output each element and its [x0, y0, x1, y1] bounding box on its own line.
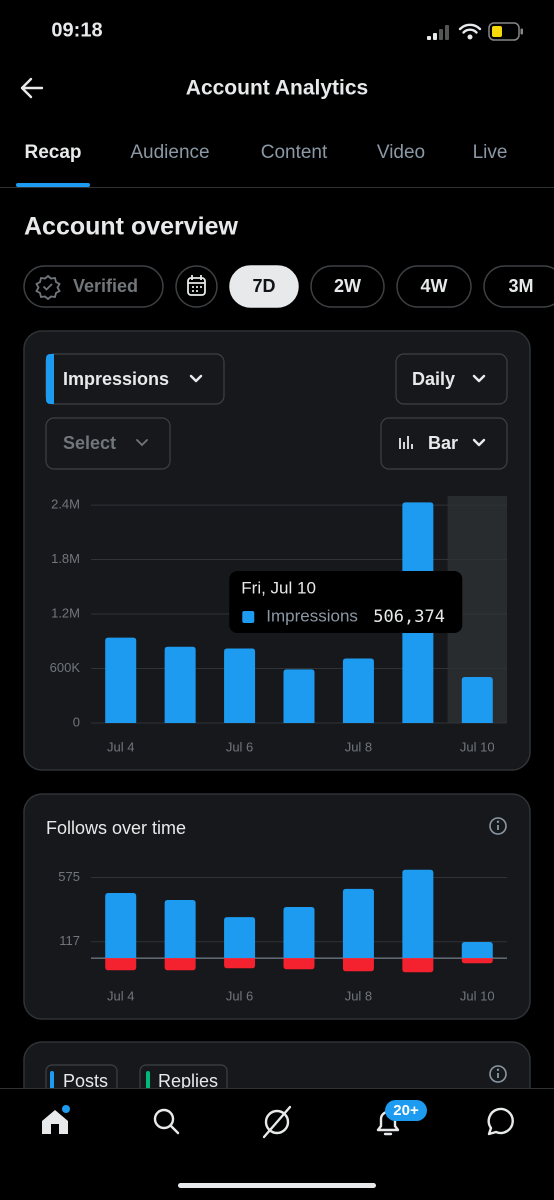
- x-tick-label: Jul 8: [345, 988, 372, 1003]
- x-tick-label: Jul 8: [345, 739, 372, 754]
- notification-badge: 20+: [393, 1102, 419, 1119]
- bar: [461, 958, 493, 964]
- chip-label: 7D: [252, 276, 275, 296]
- chip-background: [310, 265, 385, 308]
- dropdown-label: Daily: [412, 369, 455, 389]
- y-tick-label: 0: [73, 714, 80, 729]
- y-tick-label: 575: [58, 869, 80, 884]
- section-title: Account overview: [24, 213, 239, 241]
- chip-background: [483, 265, 554, 308]
- tab-bar: Recap Audience Content Video Live: [24, 142, 507, 163]
- chart-title: Follows over time: [46, 818, 186, 838]
- x-tick-label: Jul 6: [226, 988, 253, 1003]
- bar: [224, 917, 256, 959]
- x-tick-label: Jul 10: [460, 739, 495, 754]
- y-tick-label: 2.4M: [51, 497, 80, 512]
- bar: [461, 677, 493, 723]
- dropdown-label: Select: [63, 433, 116, 453]
- back-button[interactable]: [20, 77, 44, 99]
- tooltip: Fri, Jul 10 Impressions 506,374: [229, 571, 463, 633]
- dropdown-label: Impressions: [63, 369, 169, 389]
- messages-button[interactable]: [487, 1107, 514, 1136]
- compare-dropdown[interactable]: Select: [45, 417, 171, 470]
- home-indicator: [178, 1183, 376, 1188]
- bar: [283, 906, 315, 959]
- tooltip-swatch: [242, 611, 255, 623]
- status-time: 09:18: [51, 19, 102, 41]
- tooltip-value: 506,374: [373, 607, 445, 627]
- range-chip[interactable]: 7D: [229, 265, 299, 308]
- chip-label: 4W: [421, 276, 448, 296]
- tab-divider: [0, 187, 554, 188]
- y-tick-label: 1.8M: [51, 551, 80, 566]
- metric-dropdown[interactable]: Impressions: [45, 353, 225, 405]
- bar: [342, 888, 374, 959]
- notifications-button[interactable]: 20+: [376, 1100, 427, 1136]
- dropdown-label: Bar: [428, 433, 458, 453]
- grok-button[interactable]: [262, 1105, 292, 1139]
- tooltip-series: Impressions: [266, 606, 358, 625]
- interval-dropdown[interactable]: Daily: [395, 353, 508, 405]
- chip-label: Posts: [63, 1071, 108, 1091]
- bar: [105, 892, 137, 959]
- bar: [461, 942, 493, 959]
- tab[interactable]: Video: [377, 142, 425, 163]
- bar: [342, 958, 374, 972]
- impressions-chart: 0 600K 1.2M 1.8M 2.4M Jul 4 Jul 6 Jul 8 Jul 10 Fr…: [50, 496, 507, 754]
- status-icons: [427, 22, 523, 41]
- info-button[interactable]: [489, 817, 507, 835]
- chip-background: [396, 265, 472, 308]
- range-chip[interactable]: 2W: [310, 265, 385, 308]
- header-title: Account Analytics: [186, 77, 368, 100]
- bar: [164, 958, 196, 971]
- verified-chip[interactable]: Verified: [23, 265, 164, 308]
- tooltip-background: [229, 571, 463, 633]
- bar: [105, 958, 137, 971]
- x-tick-label: Jul 6: [226, 739, 253, 754]
- x-tick-label: Jul 4: [107, 988, 134, 1003]
- tab-indicator: [16, 183, 90, 187]
- tab[interactable]: Recap: [24, 142, 81, 163]
- x-tick-label: Jul 4: [107, 739, 134, 754]
- bar: [402, 958, 434, 973]
- chart-style-dropdown[interactable]: Bar: [380, 417, 508, 470]
- info-button[interactable]: [489, 1065, 507, 1083]
- y-tick-label: 117: [59, 933, 80, 948]
- bar: [283, 669, 315, 723]
- bar: [105, 637, 137, 723]
- chip-label: 2W: [334, 276, 361, 296]
- y-tick-label: 600K: [50, 660, 81, 675]
- bar: [224, 648, 256, 723]
- tab[interactable]: Live: [473, 142, 508, 163]
- bar: [283, 958, 315, 970]
- range-chip[interactable]: 4W: [396, 265, 472, 308]
- bar: [164, 646, 196, 723]
- bar: [224, 958, 256, 969]
- follows-chart: 117 575 Jul 4 Jul 6 Jul 8 Jul 10: [58, 869, 507, 1003]
- tab[interactable]: Audience: [130, 142, 209, 163]
- bar: [402, 869, 434, 959]
- bar: [164, 899, 196, 959]
- tab[interactable]: Content: [261, 142, 328, 163]
- chip-label: 3M: [508, 276, 533, 296]
- range-chip[interactable]: 3M: [483, 265, 554, 308]
- chip-background: [229, 265, 299, 308]
- y-tick-label: 1.2M: [51, 605, 80, 620]
- calendar-chip[interactable]: [175, 265, 218, 308]
- home-button[interactable]: [42, 1105, 70, 1134]
- chip-label: Replies: [158, 1071, 218, 1091]
- bar: [342, 658, 374, 723]
- search-button[interactable]: [153, 1108, 180, 1135]
- nav-divider: [0, 1088, 554, 1089]
- range-chips: 7D 2W 4W 3M: [229, 265, 554, 308]
- tooltip-title: Fri, Jul 10: [241, 578, 316, 597]
- chip-label: Verified: [73, 276, 138, 296]
- bottom-nav: [0, 1088, 554, 1200]
- x-tick-label: Jul 10: [460, 988, 495, 1003]
